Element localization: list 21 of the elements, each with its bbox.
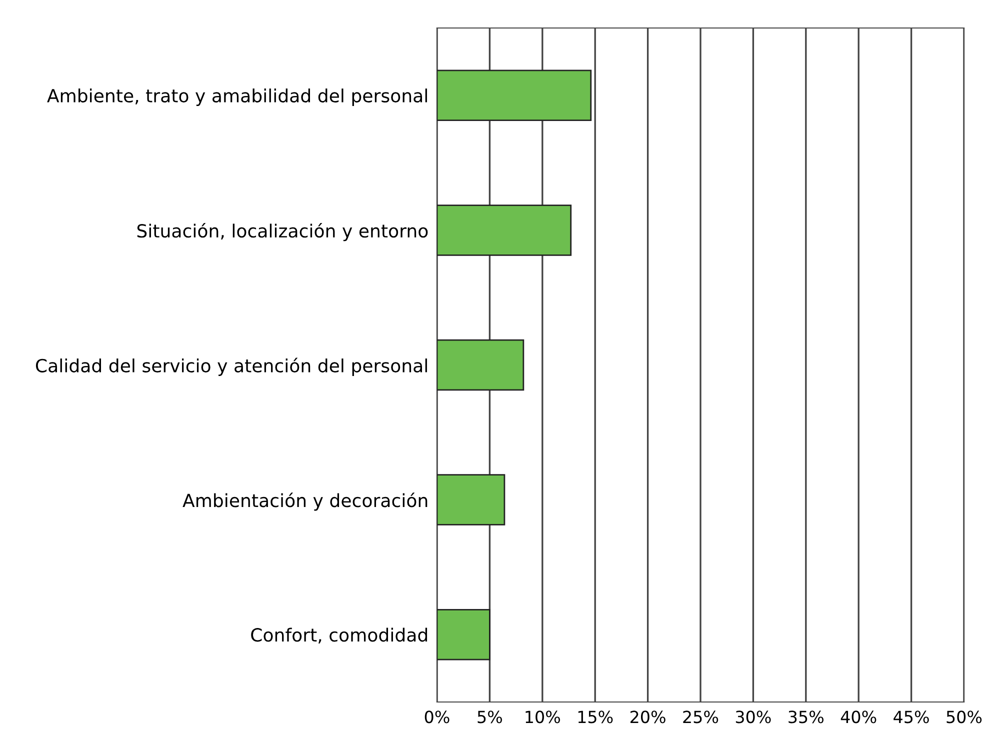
- x-tick-label: 5%: [478, 710, 502, 724]
- x-tick-label: 10%: [526, 710, 560, 724]
- bar: [437, 608, 490, 660]
- bar: [437, 204, 572, 256]
- bar: [437, 474, 506, 526]
- x-tick-label: 30%: [736, 710, 771, 724]
- y-tick-label: Situación, localización y entorno: [137, 222, 428, 242]
- x-tick-label: 45%: [894, 710, 929, 724]
- x-tick-label: 20%: [630, 710, 666, 724]
- y-tick-label: Ambientación y decoración: [182, 492, 428, 511]
- x-tick-label: 35%: [788, 710, 824, 724]
- y-tick-label: Ambiente, trato y amabilidad del personal: [47, 88, 427, 106]
- x-tick-label: 0%: [424, 710, 450, 724]
- y-tick-label: Confort, comodidad: [251, 628, 428, 644]
- bar: [437, 339, 524, 391]
- y-tick-label: Calidad del servicio y atención del personal: [36, 358, 427, 376]
- x-tick-label: 40%: [840, 710, 876, 724]
- x-tick-label: 25%: [683, 710, 718, 724]
- x-tick-label: 15%: [578, 710, 613, 724]
- bar: [437, 70, 592, 122]
- x-tick-label: 50%: [946, 710, 982, 724]
